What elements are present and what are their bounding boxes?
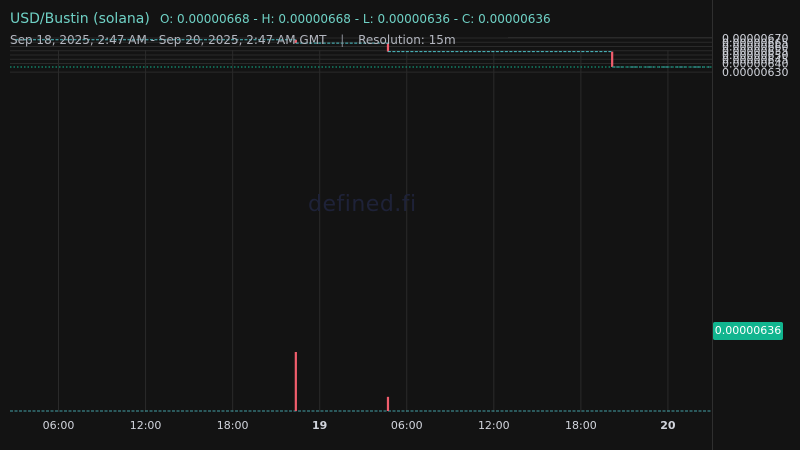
x-tick-label: 06:00: [391, 419, 423, 432]
y-tick-label: 0.00000665: [722, 36, 788, 49]
y-tick-label: 0.00000640: [722, 58, 788, 71]
date-range: Sep 18, 2025, 2:47 AM - Sep 20, 2025, 2:…: [10, 33, 327, 47]
drop-candle: [386, 43, 390, 52]
y-tick-label: 0.00000670: [722, 32, 788, 45]
current-price-tag: 0.00000636: [713, 322, 783, 340]
price-drops: [294, 39, 614, 67]
chart-header: USD/Bustin (solana) O: 0.00000668 - H: 0…: [10, 11, 551, 27]
separator: |: [340, 33, 345, 47]
drop-candle: [294, 39, 297, 44]
chart-subheader: Sep 18, 2025, 2:47 AM - Sep 20, 2025, 2:…: [10, 33, 456, 47]
symbol-label[interactable]: USD/Bustin (solana): [10, 11, 150, 27]
y-tick-label: 0.00000650: [722, 49, 788, 62]
x-tick-label: 18:00: [217, 419, 249, 432]
grid-lines: [10, 37, 712, 412]
x-tick-label: 18:00: [565, 419, 597, 432]
volume-bars: [10, 352, 712, 412]
resolution-label[interactable]: Resolution: 15m: [358, 33, 456, 47]
x-tick-label: 12:00: [130, 419, 162, 432]
price-line: [10, 39, 712, 68]
volume-bar: [386, 396, 390, 411]
volume-bar: [294, 352, 297, 411]
y-tick-label: 0.00000660: [722, 41, 788, 54]
y-tick-label: 0.00000630: [722, 66, 788, 79]
x-tick-label: 06:00: [43, 419, 75, 432]
x-tick-label: 19: [312, 419, 327, 432]
watermark: defined.fi: [308, 192, 417, 217]
axes: 0.000006300.000006400.000006450.00000650…: [43, 0, 788, 450]
y-tick-label: 0.00000645: [722, 53, 788, 66]
y-tick-label: 0.00000655: [722, 45, 788, 58]
drop-candle: [611, 51, 614, 67]
x-tick-label: 20: [660, 419, 676, 432]
x-tick-label: 12:00: [478, 419, 510, 432]
ohlc-readout: O: 0.00000668 - H: 0.00000668 - L: 0.000…: [159, 12, 551, 26]
